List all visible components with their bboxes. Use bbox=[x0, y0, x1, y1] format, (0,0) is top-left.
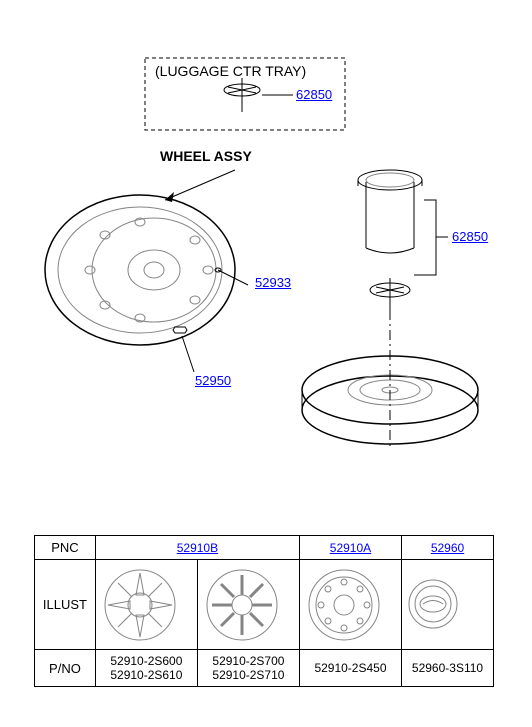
pnc-52960[interactable]: 52960 bbox=[431, 541, 464, 555]
ref-62850-right[interactable]: 62850 bbox=[452, 229, 488, 244]
ref-62850-top[interactable]: 62850 bbox=[296, 87, 332, 102]
luggage-label: (LUGGAGE CTR TRAY) bbox=[155, 63, 306, 79]
parts-table: PNC 52910B 52910A 52960 ILLUST P/NO 5291… bbox=[34, 535, 494, 687]
pno-c1: 52910-2S60052910-2S610 bbox=[95, 650, 197, 687]
illust-2 bbox=[197, 560, 299, 650]
wheel-assy-label: WHEEL ASSY bbox=[160, 148, 252, 164]
pno-c3: 52910-2S450 bbox=[299, 650, 401, 687]
illust-1 bbox=[95, 560, 197, 650]
pnc-52910b[interactable]: 52910B bbox=[177, 541, 218, 555]
pno-c2: 52910-2S70052910-2S710 bbox=[197, 650, 299, 687]
pnc-52910a[interactable]: 52910A bbox=[330, 541, 371, 555]
illust-4 bbox=[402, 560, 494, 650]
hdr-pno: P/NO bbox=[35, 650, 96, 687]
hdr-illust: ILLUST bbox=[35, 560, 96, 650]
ref-52950[interactable]: 52950 bbox=[195, 373, 231, 388]
illust-3 bbox=[299, 560, 401, 650]
hdr-pnc: PNC bbox=[35, 536, 96, 560]
ref-52933[interactable]: 52933 bbox=[255, 275, 291, 290]
diagram-area: (LUGGAGE CTR TRAY) 62850 WHEEL ASSY 6285… bbox=[0, 0, 532, 500]
pno-c4: 52960-3S110 bbox=[402, 650, 494, 687]
